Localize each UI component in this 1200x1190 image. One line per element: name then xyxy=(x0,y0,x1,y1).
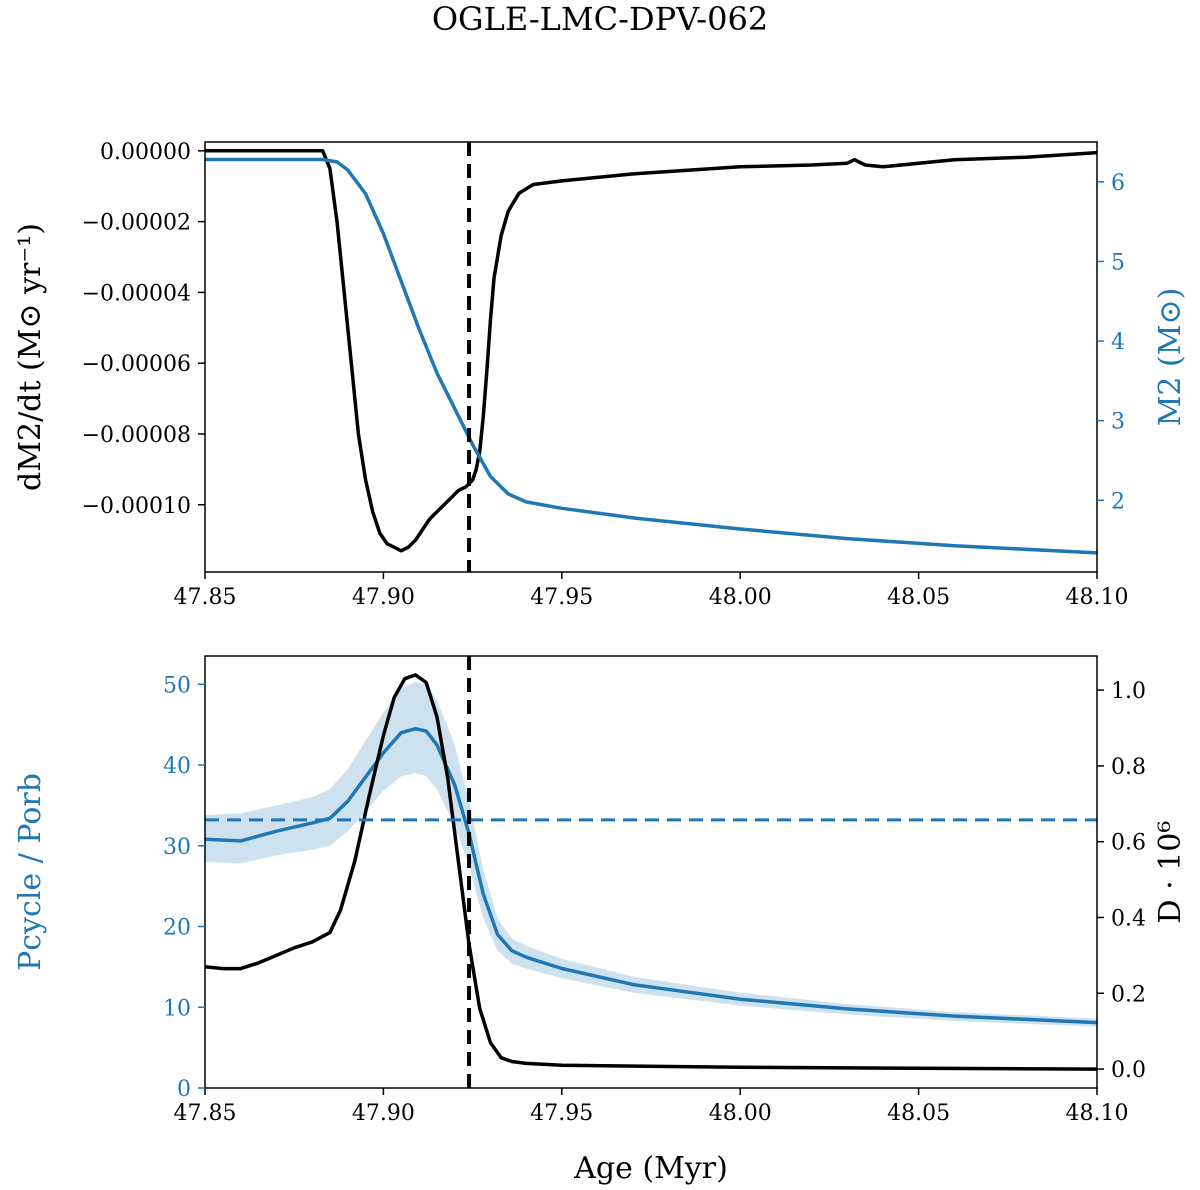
right-y-tick-label-top: 5 xyxy=(1111,250,1125,275)
right-y-tick-label-bottom: 0.6 xyxy=(1111,831,1146,856)
left-y-tick-label-bottom: 0 xyxy=(177,1077,191,1102)
axes-frame-bottom xyxy=(204,655,1098,1089)
x-tick-label-bottom: 47.85 xyxy=(174,1101,237,1126)
x-tick-label-top: 48.05 xyxy=(887,585,950,610)
x-tick-label-top: 47.85 xyxy=(174,585,237,610)
left-y-tick-label-top: −0.00004 xyxy=(82,281,191,306)
right-y-tick-label-bottom: 0.0 xyxy=(1111,1058,1146,1083)
left-y-tick-label-top: 0.00000 xyxy=(100,140,191,165)
left-y-tick-label-bottom: 20 xyxy=(163,916,191,941)
x-tick-label-top: 47.90 xyxy=(352,585,415,610)
uncertainty-band-bottom-0 xyxy=(205,681,1097,1027)
left-y-tick-label-bottom: 10 xyxy=(163,996,191,1021)
right-y-tick-label-bottom: 0.4 xyxy=(1111,906,1146,931)
left-y-tick-label-bottom: 40 xyxy=(163,754,191,779)
x-tick-label-top: 48.10 xyxy=(1066,585,1129,610)
x-tick-label-bottom: 48.10 xyxy=(1066,1101,1129,1126)
plot-area-top xyxy=(205,142,1097,572)
right-y-tick-label-top: 3 xyxy=(1111,410,1125,435)
x-tick-label-bottom: 47.90 xyxy=(352,1101,415,1126)
x-tick-label-bottom: 48.05 xyxy=(887,1101,950,1126)
bottom-panel-cycle-period: 47.85 47.90 47.95 48.00 48.05 48.10 0 10 20 30 40 5… xyxy=(13,655,1188,1186)
right-y-tick-label-top: 2 xyxy=(1111,489,1125,514)
left-y-tick-label-top: −0.00002 xyxy=(82,211,191,236)
x-tick-label-top: 47.95 xyxy=(530,585,593,610)
x-tick-label-bottom: 47.95 xyxy=(530,1101,593,1126)
series-line-bottom-0 xyxy=(205,726,1097,1025)
left-y-tick-label-top: −0.00010 xyxy=(82,494,191,519)
series-line-bottom-1 xyxy=(205,673,1097,1071)
right-y-tick-label-bottom: 1.0 xyxy=(1111,679,1146,704)
right-y-tick-label-top: 4 xyxy=(1111,330,1125,355)
x-tick-label-top: 48.00 xyxy=(709,585,772,610)
right-y-axis-label-bottom: D · 10⁶ xyxy=(1153,821,1188,924)
plot-area-bottom xyxy=(205,656,1097,1088)
series-line-top-0 xyxy=(205,149,1097,553)
top-panel-mass-transfer: 47.85 47.90 47.95 48.00 48.05 48.10 0.00000 −0.… xyxy=(13,140,1188,610)
x-axis-label-bottom: Age (Myr) xyxy=(573,1151,728,1186)
left-y-tick-label-top: −0.00006 xyxy=(82,352,191,377)
left-y-tick-label-bottom: 50 xyxy=(163,673,191,698)
x-tick-label-bottom: 48.00 xyxy=(709,1101,772,1126)
left-y-axis-label-bottom: Pcycle / Porb xyxy=(13,773,48,971)
right-y-tick-label-bottom: 0.8 xyxy=(1111,755,1146,780)
right-y-tick-label-top: 6 xyxy=(1111,171,1125,196)
figure-title: OGLE-LMC-DPV-062 xyxy=(432,0,768,38)
axes-frame-top xyxy=(204,141,1098,573)
right-y-tick-label-bottom: 0.2 xyxy=(1111,982,1146,1007)
series-line-top-1 xyxy=(205,157,1097,555)
left-y-tick-label-top: −0.00008 xyxy=(82,423,191,448)
left-y-axis-label-top: dM2/dt (M⊙ yr⁻¹) xyxy=(13,223,48,491)
right-y-axis-label-top: M2 (M⊙) xyxy=(1153,288,1188,427)
left-y-tick-label-bottom: 30 xyxy=(163,835,191,860)
